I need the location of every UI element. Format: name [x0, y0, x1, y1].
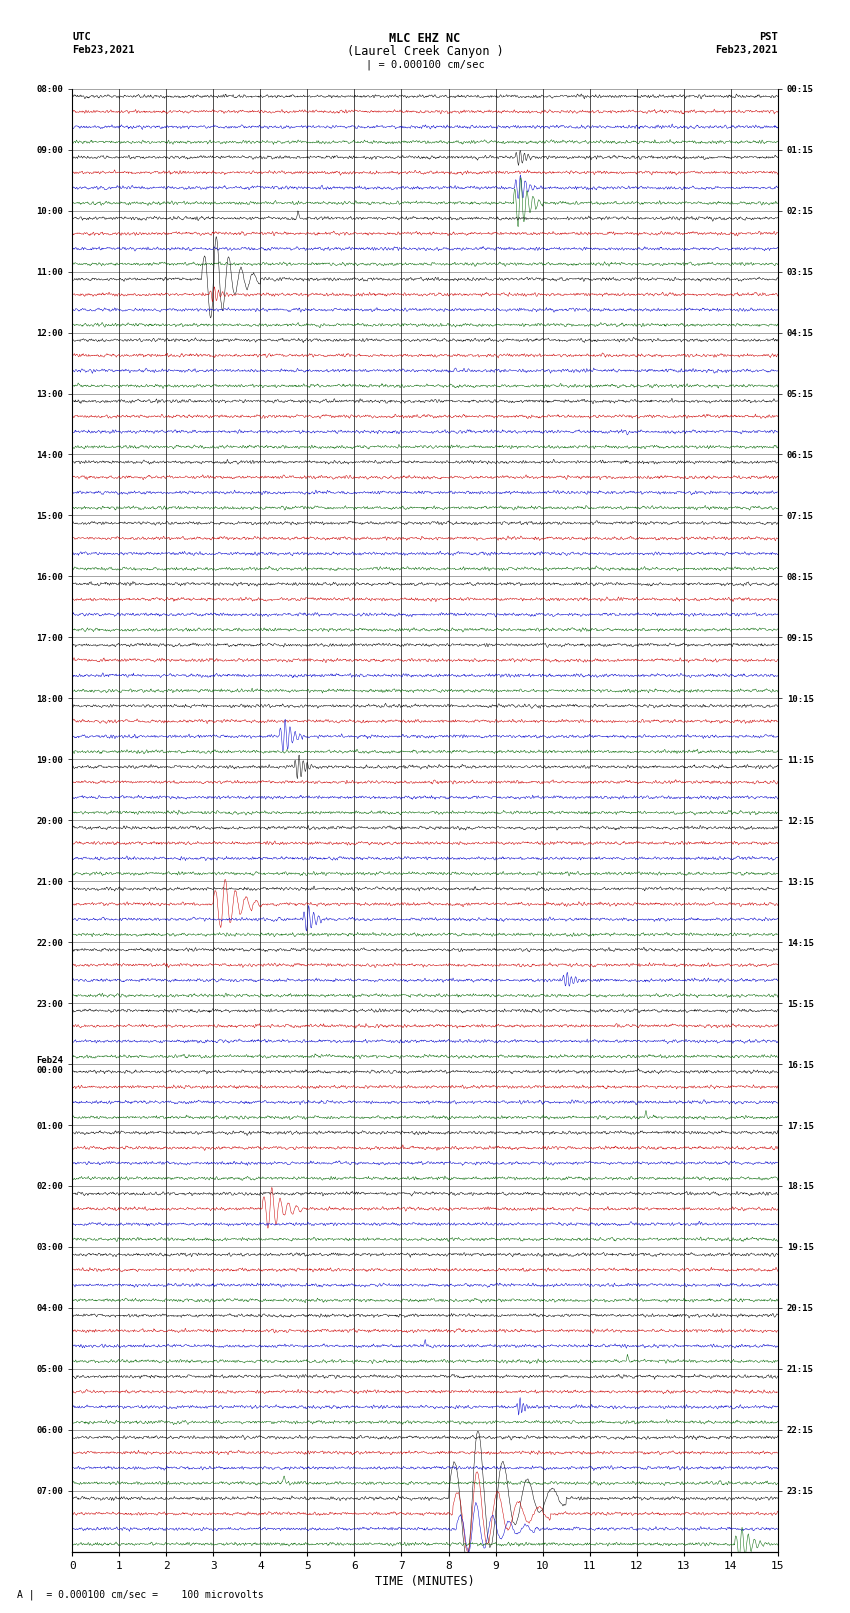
Text: Feb23,2021: Feb23,2021 — [715, 45, 778, 55]
Text: Feb23,2021: Feb23,2021 — [72, 45, 135, 55]
Text: PST: PST — [759, 32, 778, 42]
X-axis label: TIME (MINUTES): TIME (MINUTES) — [375, 1574, 475, 1587]
Text: MLC EHZ NC: MLC EHZ NC — [389, 32, 461, 45]
Text: A |  = 0.000100 cm/sec =    100 microvolts: A | = 0.000100 cm/sec = 100 microvolts — [17, 1589, 264, 1600]
Text: | = 0.000100 cm/sec: | = 0.000100 cm/sec — [366, 60, 484, 71]
Text: UTC: UTC — [72, 32, 91, 42]
Text: (Laurel Creek Canyon ): (Laurel Creek Canyon ) — [347, 45, 503, 58]
